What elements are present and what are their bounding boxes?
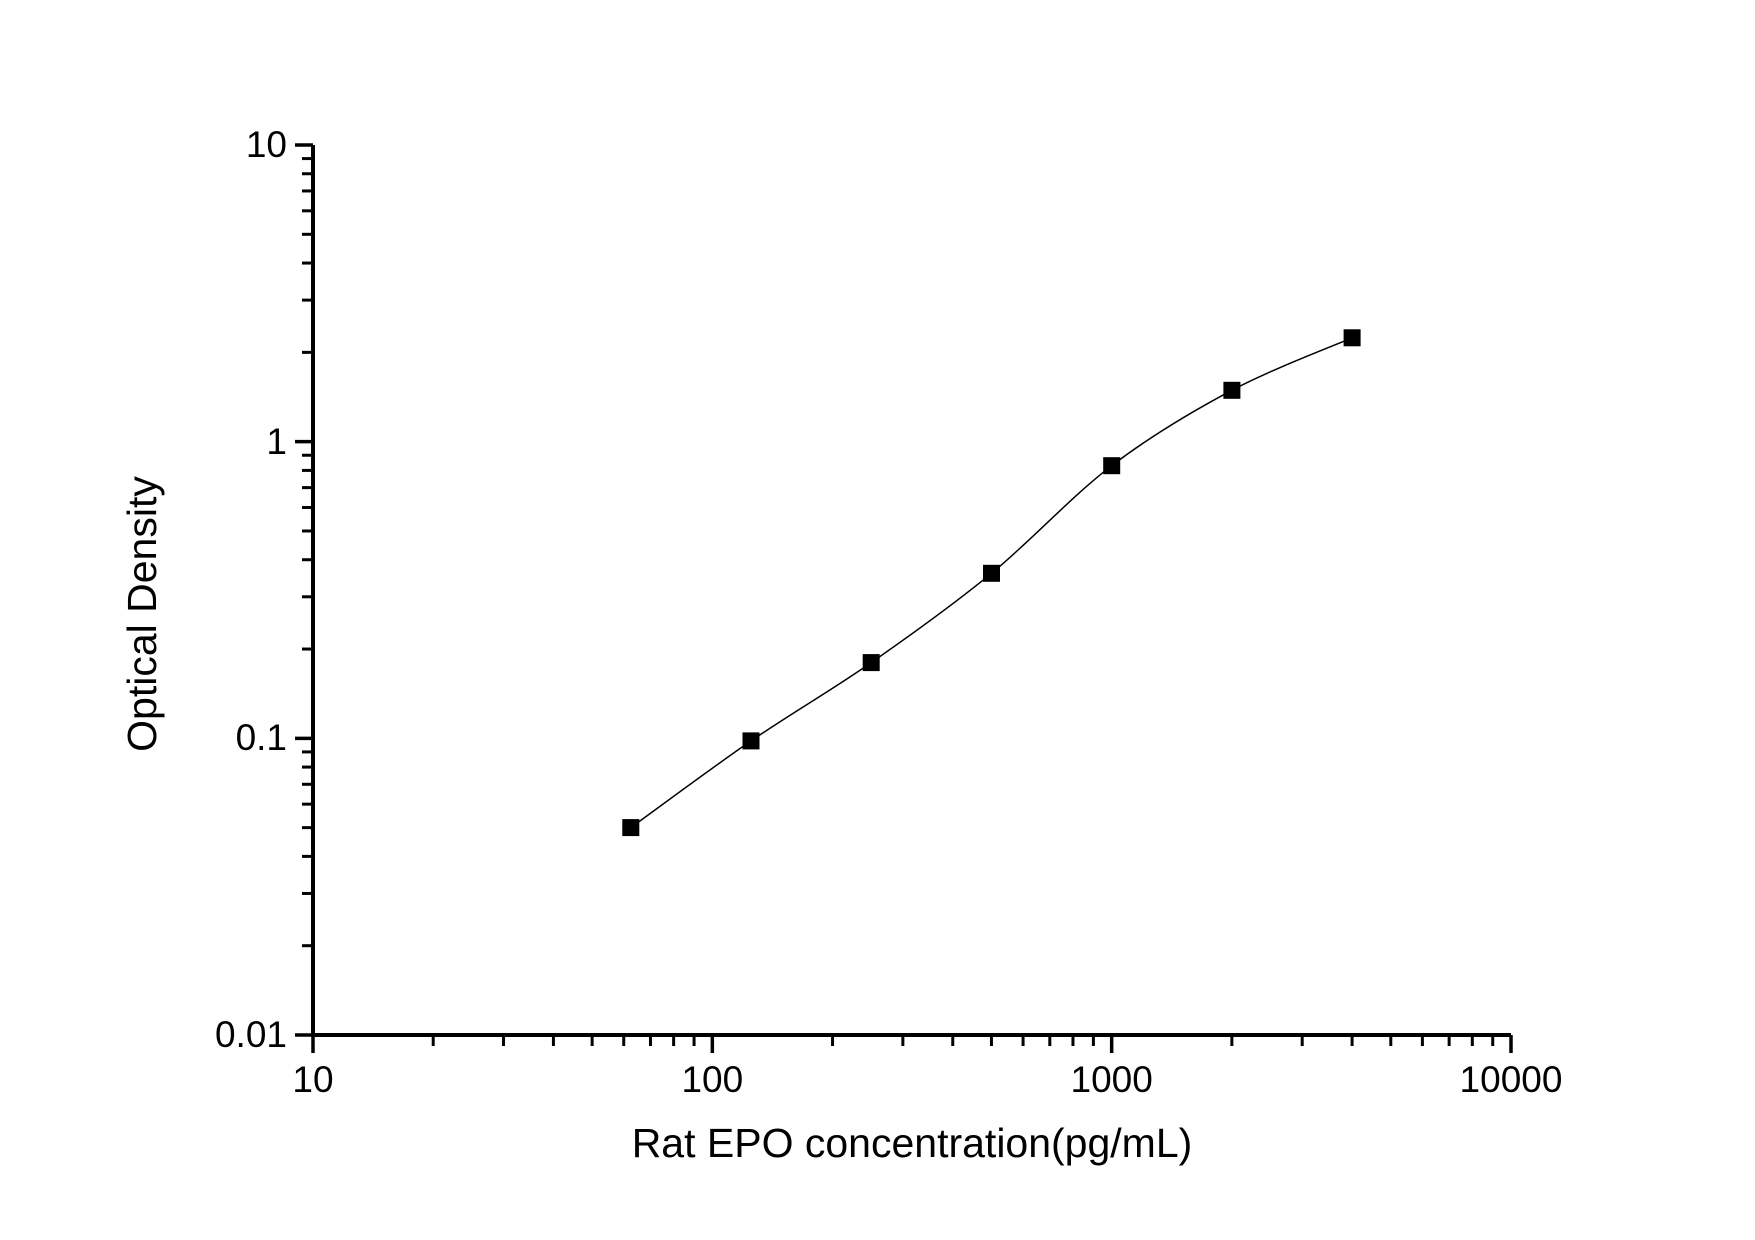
data-point-marker <box>1223 381 1241 399</box>
x-axis-title: Rat EPO concentration(pg/mL) <box>631 1120 1193 1166</box>
y-tick-label: 10 <box>245 124 287 165</box>
y-tick-label: 1 <box>266 420 287 462</box>
data-point-marker <box>1103 457 1121 475</box>
x-tick-label: 10000 <box>1459 1059 1563 1100</box>
y-tick-label: 0.1 <box>235 717 287 759</box>
data-point-marker <box>622 819 640 837</box>
fit-curve <box>630 337 1353 829</box>
x-tick-label: 10 <box>292 1059 334 1100</box>
x-tick-label: 1000 <box>1070 1059 1153 1100</box>
data-point-marker <box>862 654 880 672</box>
data-point-marker <box>1343 329 1361 347</box>
data-point-marker <box>742 732 760 750</box>
y-tick-label: 0.01 <box>214 1014 287 1055</box>
x-tick-label: 100 <box>681 1059 744 1100</box>
y-axis-title: Optical Density <box>119 476 165 752</box>
data-point-marker <box>983 564 1000 582</box>
